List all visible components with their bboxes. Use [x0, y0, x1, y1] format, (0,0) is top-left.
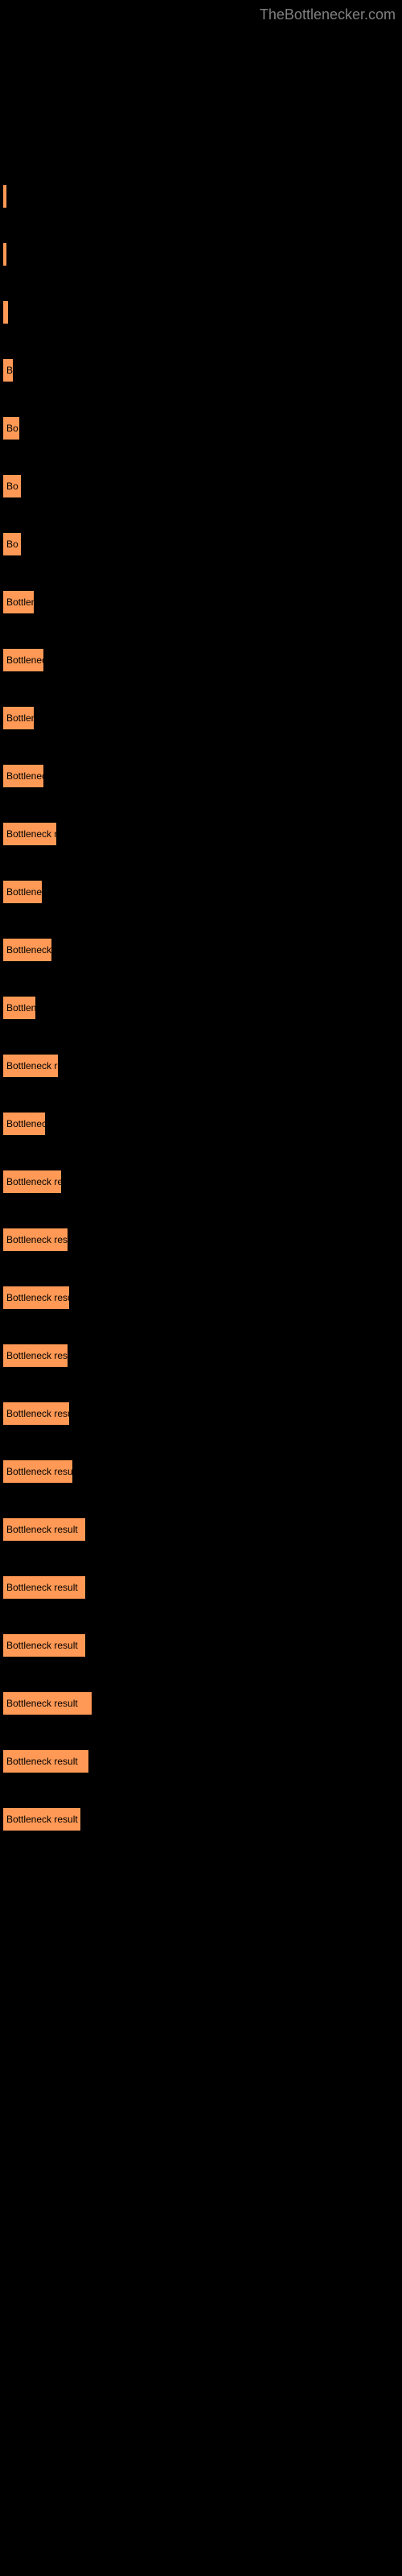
bar-label: Bottleneck result: [6, 1466, 72, 1477]
chart-bar: Bottleneck result: [3, 1170, 61, 1193]
bar-row: Bottleneck result: [3, 1750, 402, 1773]
bar-label: Bottleneck result: [6, 1582, 78, 1593]
bar-label: Bottleneck: [6, 1002, 35, 1013]
bar-label: Bottleneck re: [6, 654, 43, 666]
bar-label: Bottleneck result: [6, 1756, 78, 1767]
bar-label: Bottleneck result: [6, 1176, 61, 1187]
chart-bar: Bottleneck result: [3, 1344, 68, 1367]
chart-bar: Bottleneck result: [3, 1055, 58, 1077]
bar-row: Bottleneck re: [3, 765, 402, 787]
bar-row: Bottleneck result: [3, 1286, 402, 1309]
bar-label: Bo: [6, 481, 18, 492]
bar-row: Bottleneck res: [3, 1113, 402, 1135]
chart-bar: Bottleneck result: [3, 1286, 69, 1309]
chart-bar: Bo: [3, 475, 21, 497]
chart-bar: Bottleneck result: [3, 823, 56, 845]
chart-bar: Bottleneck: [3, 997, 35, 1019]
chart-bar: Bottleneck result: [3, 1634, 85, 1657]
bar-label: Bottlene: [6, 712, 34, 724]
chart-bar: [3, 243, 6, 266]
bar-row: Bottleneck result: [3, 1402, 402, 1425]
chart-bar: Bottleneck result: [3, 1402, 69, 1425]
chart-bar: Bottleneck result: [3, 1750, 88, 1773]
bar-row: Bottleneck result: [3, 823, 402, 845]
bar-label: Bottlene: [6, 597, 34, 608]
chart-bar: Bottlene: [3, 591, 34, 613]
bar-row: Bottleneck: [3, 997, 402, 1019]
chart-bar: [3, 301, 8, 324]
watermark-text: TheBottlenecker.com: [260, 6, 396, 23]
bar-label: Bottleneck res: [6, 1118, 45, 1129]
bar-label: Bottleneck result: [6, 1408, 69, 1419]
bar-label: Bottleneck result: [6, 1292, 69, 1303]
chart-bar: Bo: [3, 417, 19, 440]
bar-label: Bottleneck result: [6, 1814, 78, 1825]
bar-row: Bottlene: [3, 707, 402, 729]
bar-row: Bottleneck result: [3, 1808, 402, 1831]
bar-row: Bo: [3, 475, 402, 497]
bar-label: Bottleneck result: [6, 1524, 78, 1535]
bar-row: Bottleneck resu: [3, 939, 402, 961]
bar-row: [3, 185, 402, 208]
bar-row: [3, 301, 402, 324]
bar-label: Bottleneck re: [6, 770, 43, 782]
bar-label: Bottleneck result: [6, 1234, 68, 1245]
bar-row: Bo: [3, 417, 402, 440]
chart-bar: Bo: [3, 533, 21, 555]
chart-bar: Bottlene: [3, 707, 34, 729]
bar-row: Bottleneck result: [3, 1634, 402, 1657]
bar-label: Bottleneck result: [6, 828, 56, 840]
bar-row: Bottleneck result: [3, 1460, 402, 1483]
bar-row: Bottleneck result: [3, 1518, 402, 1541]
bar-label: Bottleneck result: [6, 1060, 58, 1071]
chart-bar: Bottleneck re: [3, 881, 42, 903]
chart-bar: Bottleneck result: [3, 1808, 80, 1831]
bar-row: Bottleneck result: [3, 1055, 402, 1077]
bar-chart: B Bo Bo Bo Bottlene Bottleneck re Bottlene Bott…: [0, 0, 402, 1831]
chart-bar: Bottleneck res: [3, 1113, 45, 1135]
bar-label: B: [6, 365, 13, 376]
bar-label: Bo: [6, 539, 18, 550]
chart-bar: Bottleneck result: [3, 1460, 72, 1483]
bar-row: Bottleneck result: [3, 1692, 402, 1715]
bar-row: Bottleneck re: [3, 881, 402, 903]
bar-label: Bottleneck result: [6, 1350, 68, 1361]
chart-bar: Bottleneck result: [3, 1518, 85, 1541]
bar-row: B: [3, 359, 402, 382]
bar-label: Bo: [6, 423, 18, 434]
chart-bar: Bottleneck re: [3, 765, 43, 787]
bar-row: Bottleneck result: [3, 1170, 402, 1193]
bar-row: Bottlene: [3, 591, 402, 613]
bar-row: Bo: [3, 533, 402, 555]
bar-row: Bottleneck result: [3, 1228, 402, 1251]
chart-bar: [3, 185, 6, 208]
chart-bar: Bottleneck result: [3, 1576, 85, 1599]
bar-label: Bottleneck result: [6, 1640, 78, 1651]
bar-row: [3, 243, 402, 266]
bar-row: Bottleneck result: [3, 1344, 402, 1367]
chart-bar: Bottleneck result: [3, 1692, 92, 1715]
chart-bar: Bottleneck resu: [3, 939, 51, 961]
chart-bar: Bottleneck result: [3, 1228, 68, 1251]
chart-bar: Bottleneck re: [3, 649, 43, 671]
bar-label: Bottleneck resu: [6, 944, 51, 956]
bar-row: Bottleneck result: [3, 1576, 402, 1599]
chart-bar: B: [3, 359, 13, 382]
bar-label: Bottleneck result: [6, 1698, 78, 1709]
bar-label: Bottleneck re: [6, 886, 42, 898]
bar-row: Bottleneck re: [3, 649, 402, 671]
